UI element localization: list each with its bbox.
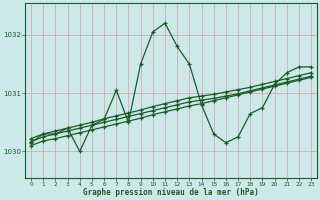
X-axis label: Graphe pression niveau de la mer (hPa): Graphe pression niveau de la mer (hPa) xyxy=(83,188,259,197)
